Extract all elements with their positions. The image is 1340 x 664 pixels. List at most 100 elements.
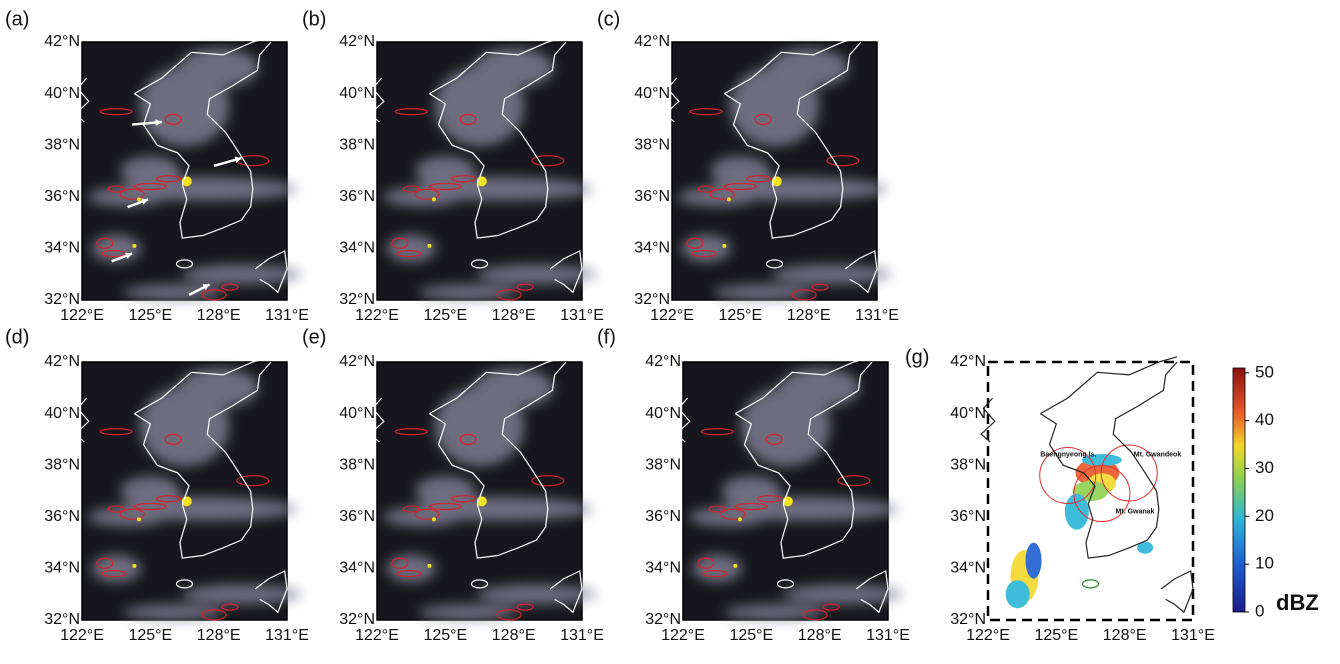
lon-label: 131°E — [265, 307, 309, 324]
cell — [791, 289, 817, 301]
jeju — [470, 259, 489, 269]
panel-label: (g) — [905, 346, 929, 368]
lat-label: 36°N — [634, 188, 670, 205]
cell — [428, 182, 462, 191]
lon-label: 125°E — [729, 627, 773, 644]
map-panel — [74, 36, 302, 301]
lat-label: 36°N — [950, 508, 986, 525]
panel-label: (b) — [302, 8, 326, 30]
cell — [697, 185, 715, 193]
map-panel — [74, 356, 302, 621]
cell — [450, 495, 477, 503]
echo — [1137, 541, 1154, 554]
colorbar-tick-label: 40 — [1255, 410, 1274, 429]
cloud — [476, 264, 597, 285]
cell — [826, 155, 860, 167]
lat-label: 40°N — [950, 405, 986, 422]
jeju — [175, 259, 194, 269]
lon-label: 128°E — [492, 627, 536, 644]
jeju — [1081, 579, 1100, 589]
lon-label: 128°E — [787, 307, 831, 324]
coastline — [429, 356, 567, 415]
cell — [402, 505, 420, 513]
cloud — [87, 186, 168, 207]
lon-label: 125°E — [718, 307, 762, 324]
coastline — [134, 361, 272, 559]
lat-label: 34°N — [339, 560, 375, 577]
colorbar-unit: dBZ — [1276, 590, 1319, 615]
lat-label: 32°N — [339, 611, 375, 628]
colorbar-tick-label: 0 — [1255, 601, 1264, 620]
cell — [802, 609, 828, 621]
station-label: Mt. Gwandeok — [1134, 452, 1182, 459]
arrow-head — [141, 198, 149, 205]
lat-label: 42°N — [339, 33, 375, 50]
lat-label: 42°N — [339, 353, 375, 370]
cell — [133, 502, 167, 511]
arrow-head — [125, 252, 133, 259]
coastline — [980, 397, 996, 443]
station-label: Baengnyeong Is. — [1040, 452, 1096, 459]
cloud — [692, 554, 743, 583]
station-label: Mt. Gwanak — [1116, 508, 1155, 515]
lon-label: 125°E — [128, 627, 172, 644]
lat-label: 34°N — [44, 240, 80, 257]
lon-label: 128°E — [1103, 627, 1147, 644]
cell — [459, 433, 477, 445]
panel-label: (a) — [5, 8, 29, 30]
cloud — [473, 47, 554, 88]
cloud — [768, 47, 849, 88]
site — [132, 563, 137, 568]
lat-label: 38°N — [950, 456, 986, 473]
coastline — [254, 250, 288, 294]
cell — [531, 155, 565, 167]
cell — [221, 603, 239, 611]
cloud — [386, 234, 437, 263]
coastline — [134, 36, 272, 95]
lon-label: 128°E — [798, 627, 842, 644]
site — [427, 563, 432, 568]
coastline — [369, 77, 385, 123]
coastline — [1160, 570, 1194, 614]
cell — [391, 237, 409, 249]
lon-label: 131°E — [855, 307, 899, 324]
lat-label: 40°N — [339, 85, 375, 102]
coastline — [735, 356, 873, 415]
echo — [1005, 580, 1030, 609]
coastline — [134, 41, 272, 239]
cell — [394, 428, 428, 436]
lat-label: 36°N — [44, 188, 80, 205]
site — [733, 563, 738, 568]
cell — [691, 249, 717, 258]
cloud — [779, 367, 860, 408]
cell — [531, 475, 565, 487]
cell — [101, 569, 127, 578]
radar-range — [1039, 447, 1097, 505]
arrow-head — [155, 119, 162, 126]
jeju — [765, 259, 784, 269]
site — [737, 517, 742, 522]
cell — [414, 188, 440, 200]
convection — [686, 108, 860, 301]
jeju — [175, 579, 194, 589]
coastline — [664, 77, 680, 123]
cell — [723, 182, 757, 191]
convection — [391, 108, 565, 301]
lat-label: 36°N — [339, 508, 375, 525]
lon-label: 122°E — [355, 627, 399, 644]
cloud — [123, 604, 224, 621]
coastline — [855, 570, 889, 614]
colorbar-tick-label: 20 — [1255, 506, 1274, 525]
site — [726, 197, 731, 202]
lat-label: 42°N — [634, 33, 670, 50]
site — [132, 243, 137, 248]
cell — [164, 113, 182, 126]
cell — [99, 108, 133, 116]
cell — [756, 495, 783, 503]
lon-label: 131°E — [560, 627, 604, 644]
cell — [99, 428, 133, 436]
coastline — [675, 397, 691, 443]
cell — [720, 508, 746, 520]
cloud — [677, 186, 758, 207]
